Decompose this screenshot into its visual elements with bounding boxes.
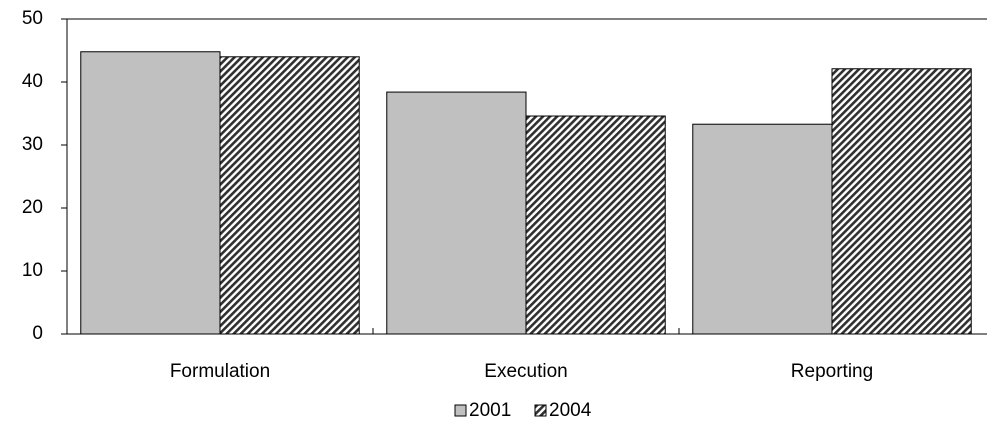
y-tick-label: 10 [22, 260, 43, 281]
bar [80, 51, 221, 335]
legend-swatch [534, 404, 547, 417]
x-tick-label: Execution [484, 361, 567, 382]
legend-label: 2001 [469, 400, 511, 421]
legend-swatch [454, 404, 467, 417]
bar [219, 56, 360, 335]
bar [525, 115, 666, 335]
y-tick-label: 50 [22, 8, 43, 29]
y-tick-label: 30 [22, 134, 43, 155]
legend-label: 2004 [549, 400, 592, 421]
bar [386, 91, 527, 335]
bar [831, 68, 972, 335]
y-tick-label: 0 [32, 323, 43, 344]
bar [692, 123, 833, 335]
x-tick-label: Formulation [170, 361, 270, 382]
y-tick-label: 40 [22, 71, 43, 92]
y-tick-label: 20 [22, 197, 43, 218]
x-tick-label: Reporting [791, 361, 873, 382]
